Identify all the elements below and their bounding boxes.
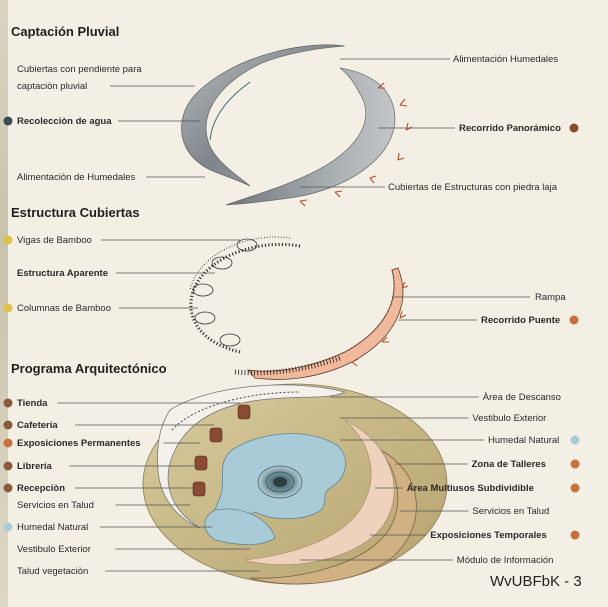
programa-left-label: Cafetería bbox=[17, 420, 58, 431]
programa-left-dot bbox=[3, 483, 13, 493]
ramp-bridge bbox=[246, 267, 404, 380]
white-roof-arc bbox=[157, 384, 347, 529]
programa-right-dot bbox=[570, 530, 580, 540]
programa-right-label: Exposiciones Temporales bbox=[430, 530, 547, 541]
heading-captacion: Captación Pluvial bbox=[11, 24, 119, 39]
label-cubiertas-line1: Cubiertas con pendiente para bbox=[17, 64, 142, 75]
site-plan-drawing bbox=[142, 383, 448, 585]
programa-left-label: Vestibulo Exterior bbox=[17, 544, 91, 555]
programa-left-label: Recepciòn bbox=[17, 483, 65, 494]
programa-left-dot bbox=[3, 522, 13, 532]
label-alimentacion-left: Alimentaciòn de Humedales bbox=[17, 172, 136, 183]
bridge-route-arrows bbox=[351, 281, 409, 367]
footer-code: WvUBFbK - 3 bbox=[490, 573, 582, 590]
roof-arc-left bbox=[181, 44, 346, 187]
programa-right-label: Humedal Natural bbox=[488, 435, 559, 446]
programa-right-label: Àrea de Descanso bbox=[483, 392, 561, 403]
programa-left-label: Tienda bbox=[17, 398, 48, 409]
programa-left-label: Exposiciones Permanentes bbox=[17, 438, 141, 449]
dot-recorrido-puente bbox=[569, 315, 579, 325]
dot-recorrido-panoramico bbox=[569, 123, 579, 133]
roof-drawing bbox=[181, 44, 413, 207]
programa-left-dot bbox=[3, 420, 13, 430]
label-columnas: Columnas de Bamboo bbox=[17, 303, 111, 314]
programa-right-label: Zona de Talleres bbox=[472, 459, 546, 470]
multiuse-band bbox=[244, 419, 395, 565]
label-recorrido-panoramico: Recorrido Panorámico bbox=[459, 123, 561, 134]
programa-left-labels: Tienda Cafetería Exposiciones Permanentes L… bbox=[3, 398, 260, 577]
programa-right-dot bbox=[570, 459, 580, 469]
programa-left-label: Humedal Natural bbox=[17, 522, 88, 533]
heading-programa: Programa Arquitectónico bbox=[11, 361, 167, 376]
dot-vigas bbox=[3, 235, 13, 245]
bamboo-structure-drawing bbox=[189, 236, 409, 380]
roof-arc-right bbox=[225, 67, 396, 206]
wetland-lower bbox=[204, 508, 276, 546]
programa-left-label: Talud vegetaciòn bbox=[17, 566, 88, 577]
program-modules bbox=[192, 404, 251, 497]
label-alimentacion-right: Alimentación Humedales bbox=[453, 54, 558, 65]
programa-right-label: Módulo de Información bbox=[457, 555, 554, 566]
label-estructura-aparente: Estructura Aparente bbox=[17, 268, 108, 279]
programa-right-dot bbox=[570, 435, 580, 445]
label-recorrido-puente: Recorrido Puente bbox=[481, 315, 560, 326]
label-recoleccion: Recolecciòn de agua bbox=[17, 116, 112, 127]
programa-right-label: Servicios en Talud bbox=[472, 506, 549, 517]
programa-left-label: Librería bbox=[17, 461, 53, 472]
programa-left-dot bbox=[3, 438, 13, 448]
label-vigas: Vigas de Bamboo bbox=[17, 235, 92, 246]
workshop-band bbox=[249, 449, 417, 585]
programa-right-label: Vestibulo Exterior bbox=[472, 413, 546, 424]
programa-right-dot bbox=[570, 483, 580, 493]
programa-left-dot bbox=[3, 461, 13, 471]
left-edge-texture bbox=[0, 0, 8, 607]
dot-recoleccion bbox=[3, 116, 13, 126]
label-rampa: Rampa bbox=[535, 292, 566, 303]
label-cubiertas-line2: captaciòn pluvial bbox=[17, 81, 87, 92]
bamboo-columns bbox=[192, 238, 258, 347]
programa-left-label: Servicios en Talud bbox=[17, 500, 94, 511]
programa-right-labels: Àrea de Descanso Vestibulo Exterior Humeda… bbox=[300, 392, 580, 566]
panoramic-route-arrows bbox=[299, 82, 413, 207]
dot-columnas bbox=[3, 303, 13, 313]
programa-left-dot bbox=[3, 398, 13, 408]
programa-right-label: Área Multiusos Subdividible bbox=[407, 483, 534, 494]
label-cubiertas-piedra: Cubiertas de Estructuras con piedra laja bbox=[388, 182, 558, 193]
heading-estructura: Estructura Cubiertas bbox=[11, 205, 140, 220]
water-channel-line bbox=[209, 81, 251, 141]
